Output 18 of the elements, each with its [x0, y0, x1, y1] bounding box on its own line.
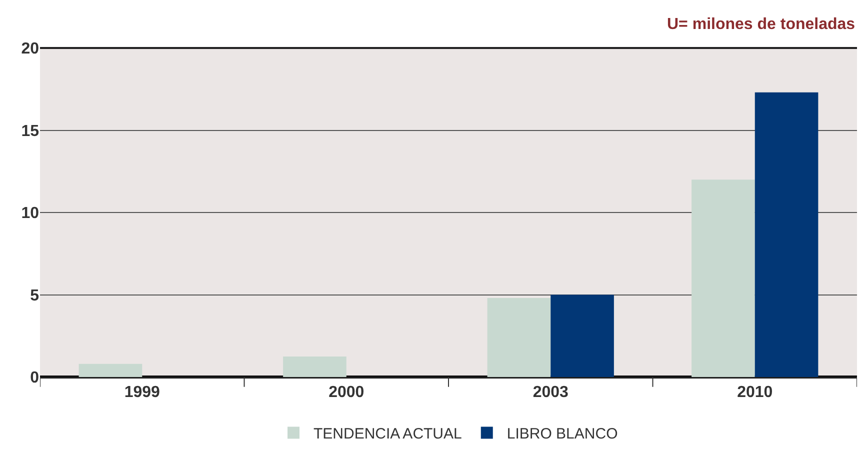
- y-tick-label: 0: [30, 370, 40, 387]
- y-tick-label: 5: [30, 287, 40, 304]
- bar: [550, 294, 614, 377]
- y-tick-label: 20: [21, 40, 40, 58]
- legend-label: LIBRO BLANCO: [506, 426, 618, 443]
- y-tick-label: 10: [21, 205, 40, 222]
- y-tick-label: 15: [21, 122, 40, 140]
- x-tick-label: 2010: [737, 384, 773, 402]
- x-tick-label: 2000: [328, 384, 364, 402]
- bar: [283, 356, 346, 377]
- bar: [78, 364, 142, 377]
- x-tick-label: 1999: [124, 384, 160, 402]
- legend-label: TENDENCIA ACTUAL: [314, 426, 462, 443]
- x-tick-label: 2003: [532, 384, 569, 402]
- bar: [487, 298, 551, 377]
- bar: [754, 92, 818, 377]
- y-axis-title: U= milones de toneladas: [667, 16, 856, 33]
- bar: [692, 180, 755, 377]
